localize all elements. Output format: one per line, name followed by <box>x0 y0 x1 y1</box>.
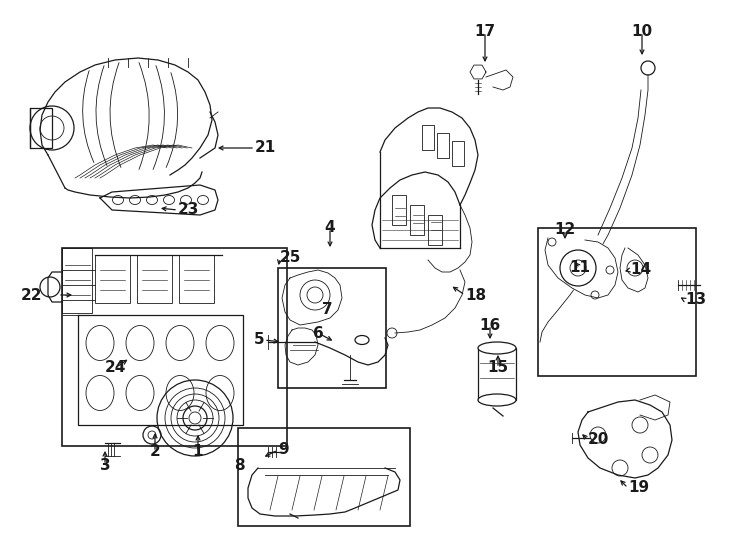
Polygon shape <box>640 395 670 420</box>
Bar <box>62 248 287 446</box>
Bar <box>437 133 449 158</box>
Text: 23: 23 <box>178 202 200 218</box>
Bar <box>278 268 386 388</box>
Text: 24: 24 <box>104 361 126 375</box>
Bar <box>179 255 214 303</box>
Bar <box>392 195 406 225</box>
Polygon shape <box>470 65 486 79</box>
Bar <box>478 348 516 400</box>
Polygon shape <box>578 400 672 478</box>
Bar <box>422 125 434 150</box>
Text: 1: 1 <box>193 444 203 460</box>
Ellipse shape <box>478 394 516 406</box>
Text: 8: 8 <box>234 457 245 472</box>
Text: 5: 5 <box>253 333 264 348</box>
Text: 22: 22 <box>21 287 42 302</box>
Bar <box>452 141 464 166</box>
Text: 14: 14 <box>630 262 651 278</box>
Polygon shape <box>545 238 618 298</box>
Ellipse shape <box>478 342 516 354</box>
Polygon shape <box>282 270 342 325</box>
Bar <box>95 255 130 303</box>
Bar <box>62 248 92 313</box>
Text: 3: 3 <box>100 457 110 472</box>
Text: 21: 21 <box>255 140 276 156</box>
Bar <box>538 228 696 376</box>
Text: 13: 13 <box>685 293 706 307</box>
Text: 7: 7 <box>322 302 333 318</box>
Bar <box>30 108 52 148</box>
Polygon shape <box>248 468 400 516</box>
Bar <box>410 205 424 235</box>
Bar <box>137 255 172 303</box>
Text: 20: 20 <box>588 433 609 448</box>
Bar <box>428 215 442 245</box>
Text: 16: 16 <box>479 318 501 333</box>
Bar <box>238 428 410 526</box>
Text: 4: 4 <box>324 220 335 235</box>
Text: 25: 25 <box>280 251 302 266</box>
Text: 19: 19 <box>628 481 649 496</box>
Text: 6: 6 <box>313 326 324 341</box>
Text: 9: 9 <box>278 442 288 457</box>
Text: 18: 18 <box>465 287 486 302</box>
Text: 12: 12 <box>554 222 575 238</box>
Text: 2: 2 <box>150 444 160 460</box>
Text: 11: 11 <box>570 260 590 275</box>
Text: 10: 10 <box>631 24 653 39</box>
Text: 15: 15 <box>487 361 509 375</box>
Polygon shape <box>285 328 318 365</box>
Polygon shape <box>620 248 648 292</box>
Text: 17: 17 <box>474 24 495 39</box>
